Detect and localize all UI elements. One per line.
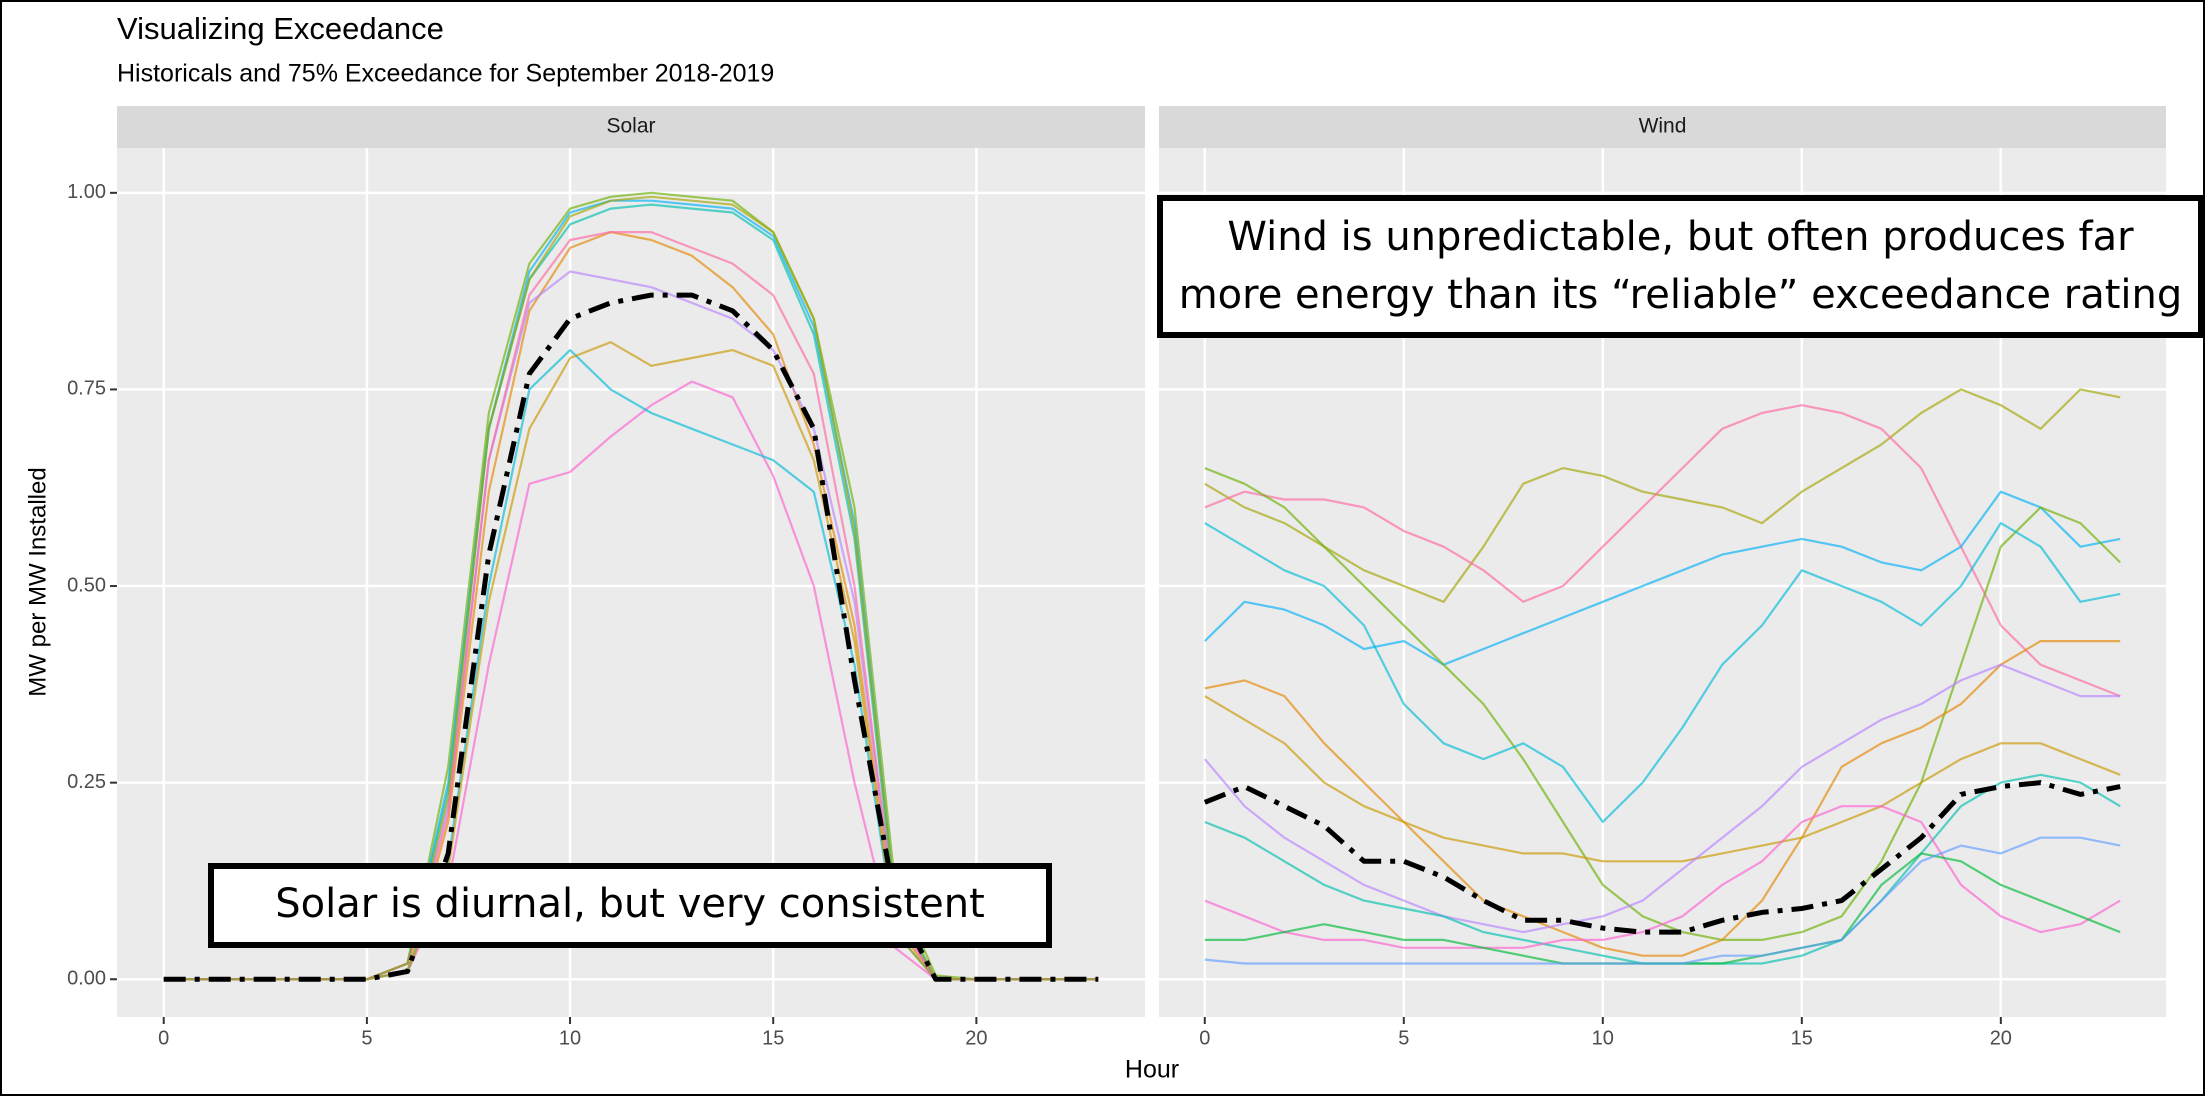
annotation-text: Wind is unpredictable, but often produce…: [1227, 214, 2134, 260]
chart-title: Visualizing Exceedance: [117, 11, 444, 46]
facet-label: Solar: [606, 115, 655, 138]
chart-subtitle: Historicals and 75% Exceedance for Septe…: [117, 60, 774, 88]
y-tick-label: 0.00: [67, 968, 106, 990]
annotation-text: more energy than its “reliable” exceedan…: [1179, 272, 2183, 318]
facet-strip: [117, 106, 1145, 148]
annotation-box: [208, 863, 1052, 948]
history-line: [1204, 388, 2121, 603]
annotation-text: Solar is diurnal, but very consistent: [275, 881, 985, 927]
x-tick-label: 15: [762, 1027, 784, 1049]
facet-label: Wind: [1639, 115, 1687, 138]
y-tick-label: 1.00: [67, 181, 106, 203]
history-line: [1204, 522, 2121, 824]
x-tick-label: 5: [361, 1027, 372, 1049]
y-tick-label: 0.25: [67, 771, 106, 793]
facet-strip: [1159, 106, 2166, 148]
x-tick-label: 10: [1592, 1027, 1614, 1049]
history-line: [1203, 663, 2121, 934]
x-tick-label: 5: [1398, 1027, 1409, 1049]
history-line: [1204, 836, 2121, 965]
x-tick-label: 10: [559, 1027, 581, 1049]
history-line: [1204, 805, 2121, 949]
exceedance-line: [1203, 780, 2121, 935]
history-line: [1204, 404, 2121, 698]
y-tick-label: 0.50: [67, 574, 106, 596]
y-axis-title: MW per MW Installed: [24, 467, 51, 696]
history-line: [1204, 490, 2121, 666]
exceedance-line: [163, 292, 1099, 982]
x-tick-label: 0: [158, 1027, 169, 1049]
x-tick-label: 0: [1199, 1027, 1210, 1049]
annotation-box: [1157, 195, 2204, 338]
x-tick-label: 15: [1791, 1027, 1813, 1049]
y-tick-label: 0.75: [67, 378, 106, 400]
history-line: [1204, 640, 2121, 957]
history-line: [1204, 695, 2121, 863]
x-tick-label: 20: [965, 1027, 987, 1049]
x-tick-label: 20: [1990, 1027, 2012, 1049]
x-axis-title: Hour: [1125, 1056, 1179, 1084]
